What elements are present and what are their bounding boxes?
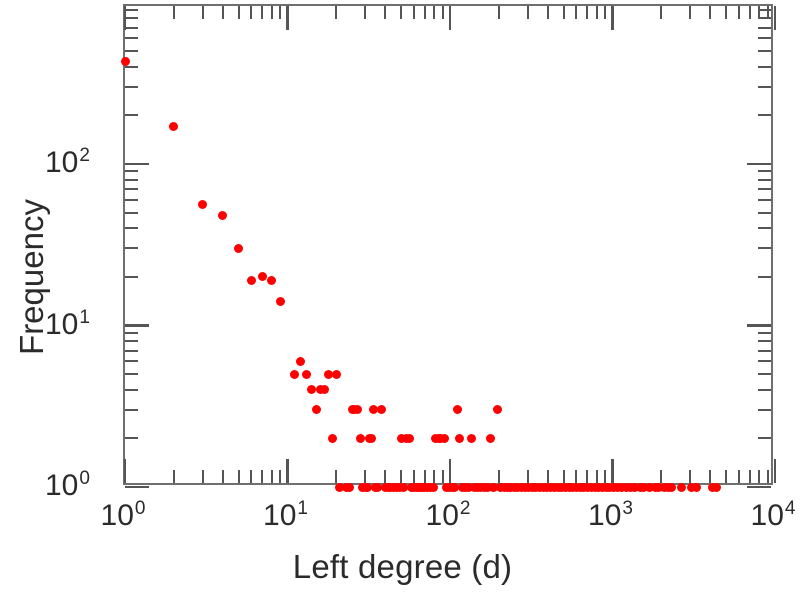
x-tick-label: 101 bbox=[263, 499, 308, 531]
data-point bbox=[169, 122, 178, 131]
x-tick-mantissa: 10 bbox=[751, 499, 784, 532]
x-tick-mantissa: 10 bbox=[426, 499, 459, 532]
data-point bbox=[258, 272, 267, 281]
data-point bbox=[302, 370, 311, 379]
data-point bbox=[320, 385, 329, 394]
y-tick-label: 101 bbox=[45, 308, 90, 340]
data-point bbox=[367, 434, 376, 443]
y-tick-exponent: 1 bbox=[79, 307, 90, 328]
data-point bbox=[218, 211, 227, 220]
scatter-plot-figure: Frequency Left degree (d) 100101102 1001… bbox=[0, 0, 805, 600]
y-major-tick bbox=[125, 486, 149, 489]
data-point bbox=[453, 405, 462, 414]
data-point bbox=[353, 405, 362, 414]
y-tick-mantissa: 10 bbox=[45, 146, 78, 179]
data-point bbox=[198, 200, 207, 209]
y-major-tick bbox=[747, 486, 771, 489]
data-point bbox=[712, 483, 721, 492]
plot-area bbox=[123, 4, 773, 485]
data-point bbox=[345, 483, 354, 492]
data-point bbox=[312, 405, 321, 414]
data-point bbox=[405, 434, 414, 443]
x-tick-mantissa: 10 bbox=[263, 499, 296, 532]
data-point bbox=[247, 276, 256, 285]
data-point bbox=[276, 297, 285, 306]
data-point bbox=[267, 276, 276, 285]
data-point bbox=[296, 357, 305, 366]
data-point bbox=[307, 385, 316, 394]
x-tick-label: 102 bbox=[426, 499, 471, 531]
data-point bbox=[493, 405, 502, 414]
x-tick-label: 100 bbox=[101, 499, 146, 531]
data-point bbox=[332, 370, 341, 379]
x-tick-exponent: 2 bbox=[460, 498, 471, 519]
x-tick-exponent: 3 bbox=[622, 498, 633, 519]
y-tick-exponent: 2 bbox=[79, 145, 90, 166]
x-major-tick bbox=[774, 6, 777, 30]
y-tick-mantissa: 10 bbox=[45, 469, 78, 502]
data-point bbox=[121, 57, 130, 66]
data-point-layer bbox=[125, 6, 771, 483]
x-tick-exponent: 4 bbox=[785, 498, 796, 519]
data-point bbox=[667, 483, 676, 492]
data-point bbox=[677, 483, 686, 492]
data-point bbox=[692, 483, 701, 492]
data-point bbox=[328, 434, 337, 443]
x-tick-label: 104 bbox=[751, 499, 796, 531]
y-tick-label: 100 bbox=[45, 469, 90, 501]
data-point bbox=[290, 370, 299, 379]
data-point bbox=[440, 434, 449, 443]
data-point bbox=[356, 434, 365, 443]
data-point bbox=[455, 434, 464, 443]
x-tick-label: 103 bbox=[588, 499, 633, 531]
data-point bbox=[486, 434, 495, 443]
y-tick-exponent: 0 bbox=[79, 468, 90, 489]
data-point bbox=[467, 434, 476, 443]
x-tick-exponent: 1 bbox=[297, 498, 308, 519]
y-tick-label: 102 bbox=[45, 146, 90, 178]
x-major-tick bbox=[774, 459, 777, 483]
x-tick-mantissa: 10 bbox=[588, 499, 621, 532]
data-point bbox=[234, 244, 243, 253]
x-tick-exponent: 0 bbox=[135, 498, 146, 519]
x-axis-label: Left degree (d) bbox=[0, 548, 805, 586]
y-tick-mantissa: 10 bbox=[45, 308, 78, 341]
data-point bbox=[377, 405, 386, 414]
data-point bbox=[429, 483, 438, 492]
x-tick-mantissa: 10 bbox=[101, 499, 134, 532]
